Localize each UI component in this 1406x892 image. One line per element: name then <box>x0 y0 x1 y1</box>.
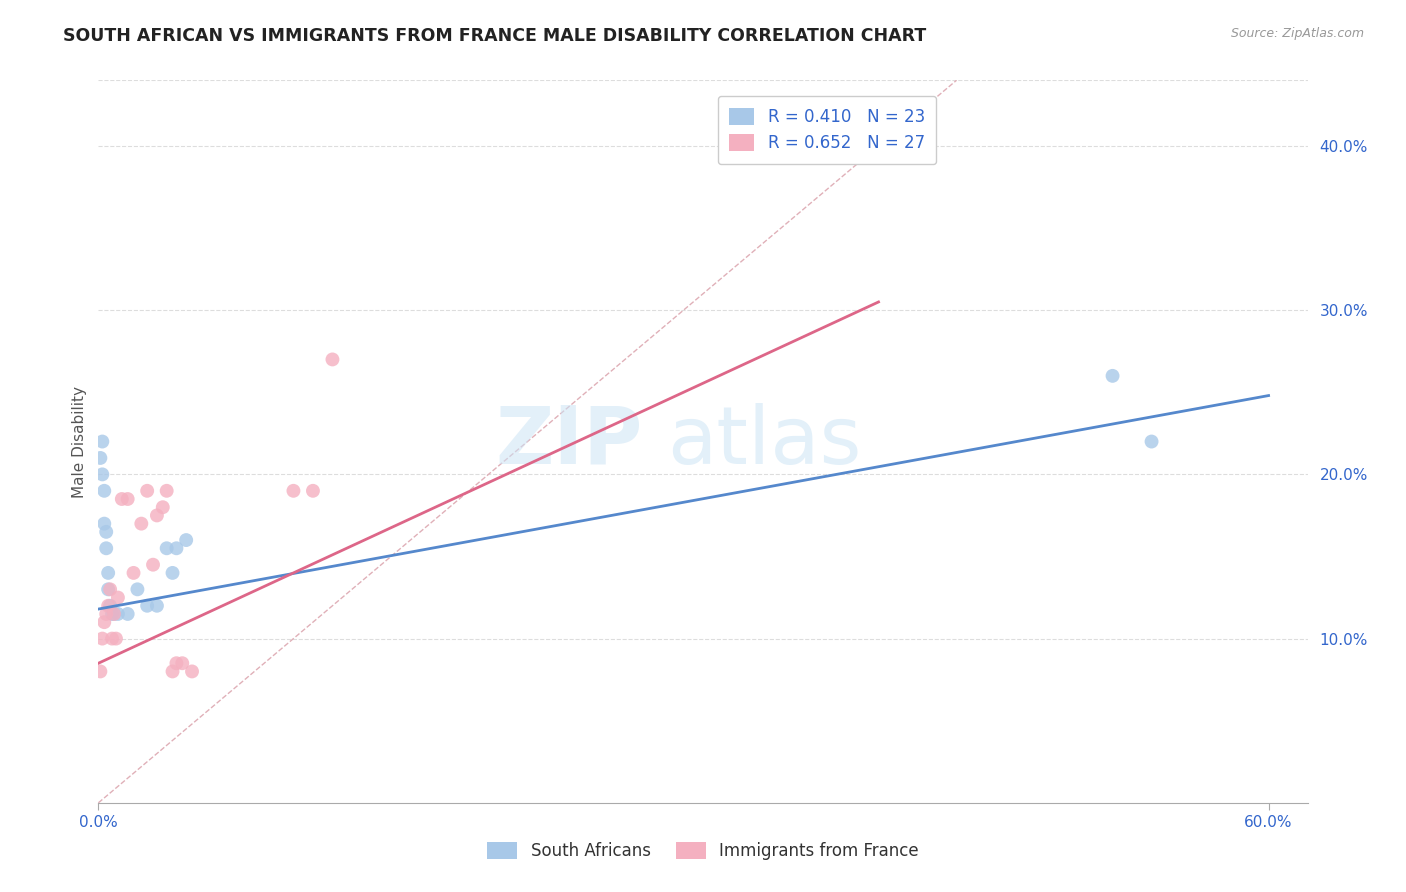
Point <box>283 483 305 498</box>
Point <box>89 665 111 679</box>
Point <box>93 615 115 630</box>
Y-axis label: Male Disability: Male Disability <box>72 385 87 498</box>
Point <box>96 524 118 539</box>
Point <box>136 599 159 613</box>
Point <box>111 491 134 506</box>
Point <box>131 516 153 531</box>
Point <box>321 352 343 367</box>
Point <box>93 516 115 531</box>
Point <box>97 582 120 597</box>
Point <box>97 599 120 613</box>
Point <box>103 607 125 621</box>
Legend: South Africans, Immigrants from France: South Africans, Immigrants from France <box>481 835 925 867</box>
Point <box>101 607 124 621</box>
Point <box>97 566 120 580</box>
Point <box>152 500 174 515</box>
Point <box>107 591 129 605</box>
Point <box>302 483 325 498</box>
Text: Source: ZipAtlas.com: Source: ZipAtlas.com <box>1230 27 1364 40</box>
Point <box>104 632 127 646</box>
Point <box>165 657 187 671</box>
Point <box>1101 368 1123 383</box>
Point <box>98 599 121 613</box>
Point <box>91 632 114 646</box>
Text: SOUTH AFRICAN VS IMMIGRANTS FROM FRANCE MALE DISABILITY CORRELATION CHART: SOUTH AFRICAN VS IMMIGRANTS FROM FRANCE … <box>63 27 927 45</box>
Point <box>96 541 118 556</box>
Point <box>117 607 139 621</box>
Point <box>101 632 124 646</box>
Point <box>156 483 179 498</box>
Point <box>165 541 187 556</box>
Point <box>162 566 184 580</box>
Point <box>91 434 114 449</box>
Point <box>1140 434 1163 449</box>
Point <box>122 566 145 580</box>
Point <box>146 599 169 613</box>
Point <box>172 657 194 671</box>
Point <box>146 508 169 523</box>
Point <box>181 665 204 679</box>
Point <box>142 558 165 572</box>
Point <box>98 582 121 597</box>
Point <box>828 139 851 153</box>
Point <box>93 483 115 498</box>
Point <box>103 607 125 621</box>
Text: atlas: atlas <box>666 402 860 481</box>
Point <box>127 582 149 597</box>
Point <box>107 607 129 621</box>
Point <box>89 450 111 465</box>
Point <box>117 491 139 506</box>
Point <box>91 467 114 482</box>
Text: ZIP: ZIP <box>495 402 643 481</box>
Point <box>156 541 179 556</box>
Point <box>96 607 118 621</box>
Point <box>162 665 184 679</box>
Point <box>136 483 159 498</box>
Point <box>174 533 197 547</box>
